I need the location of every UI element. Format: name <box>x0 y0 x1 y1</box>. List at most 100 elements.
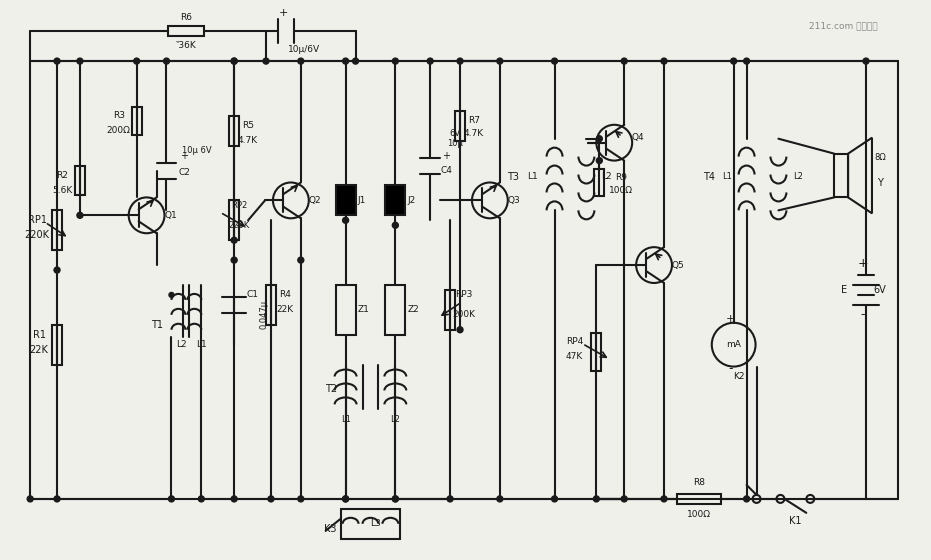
Bar <box>336 285 356 335</box>
Text: K3: K3 <box>324 524 337 534</box>
Text: Q3: Q3 <box>507 196 520 205</box>
Text: C2: C2 <box>179 168 190 177</box>
Circle shape <box>497 496 503 502</box>
Circle shape <box>392 58 398 64</box>
Text: R1: R1 <box>33 330 46 340</box>
Circle shape <box>457 58 463 64</box>
Circle shape <box>744 496 749 502</box>
Text: 100Ω: 100Ω <box>609 186 633 195</box>
Text: R7: R7 <box>468 116 480 125</box>
Circle shape <box>551 496 558 502</box>
Bar <box>591 333 601 371</box>
Text: R4: R4 <box>279 291 290 300</box>
Text: J2: J2 <box>407 196 415 205</box>
Bar <box>385 185 405 216</box>
Text: 8Ω: 8Ω <box>874 153 885 162</box>
Text: L2: L2 <box>176 340 187 349</box>
Circle shape <box>597 157 602 164</box>
Text: R3: R3 <box>113 111 125 120</box>
Circle shape <box>343 217 348 223</box>
Circle shape <box>54 58 60 64</box>
Text: +: + <box>726 314 735 324</box>
Circle shape <box>661 58 667 64</box>
Bar <box>229 116 239 146</box>
Text: 6V: 6V <box>450 129 461 138</box>
Bar <box>677 494 721 504</box>
Text: C1: C1 <box>246 291 258 300</box>
Circle shape <box>231 58 237 64</box>
Text: +: + <box>279 8 289 18</box>
Circle shape <box>231 58 237 64</box>
Text: T2: T2 <box>325 385 337 394</box>
Text: ‶36K: ‶36K <box>176 41 196 50</box>
Text: L1: L1 <box>341 415 351 424</box>
Circle shape <box>392 222 398 228</box>
Text: R5: R5 <box>242 122 254 130</box>
Circle shape <box>593 496 600 502</box>
Text: Z1: Z1 <box>358 305 370 314</box>
Circle shape <box>169 292 174 297</box>
Text: R8: R8 <box>693 478 705 488</box>
Circle shape <box>744 58 749 64</box>
Circle shape <box>343 58 348 64</box>
Bar <box>455 111 465 141</box>
Bar <box>229 200 239 240</box>
Circle shape <box>77 58 83 64</box>
Text: K2: K2 <box>733 372 745 381</box>
Text: Q5: Q5 <box>671 260 684 269</box>
Text: 47K: 47K <box>566 352 583 361</box>
Circle shape <box>497 58 503 64</box>
Circle shape <box>298 257 304 263</box>
Bar <box>169 26 204 36</box>
Text: 211c.com 中国电视: 211c.com 中国电视 <box>809 22 877 31</box>
Text: T1: T1 <box>151 320 163 330</box>
Circle shape <box>263 58 269 64</box>
Circle shape <box>231 496 237 502</box>
Circle shape <box>353 58 358 64</box>
Text: 6V: 6V <box>873 285 886 295</box>
Circle shape <box>198 496 204 502</box>
Text: -: - <box>861 309 865 321</box>
Text: L1: L1 <box>722 172 732 181</box>
Circle shape <box>27 496 34 502</box>
Text: 220K: 220K <box>228 221 250 230</box>
Bar <box>385 285 405 335</box>
Text: L2: L2 <box>793 172 803 181</box>
Text: 200Ω: 200Ω <box>107 126 130 136</box>
Text: C4: C4 <box>440 166 452 175</box>
Circle shape <box>134 58 140 64</box>
Text: 0.047μ: 0.047μ <box>260 300 268 329</box>
Text: mA: mA <box>726 340 741 349</box>
Circle shape <box>164 58 169 64</box>
Circle shape <box>621 496 627 502</box>
Text: T3: T3 <box>506 171 519 181</box>
Text: 22K: 22K <box>30 344 48 354</box>
Text: 4.7K: 4.7K <box>464 129 484 138</box>
Text: RP1: RP1 <box>28 215 47 225</box>
Circle shape <box>863 58 869 64</box>
Bar <box>834 153 848 198</box>
Text: 22K: 22K <box>277 305 293 314</box>
Circle shape <box>731 58 736 64</box>
Circle shape <box>457 327 463 333</box>
Text: E: E <box>841 285 847 295</box>
Circle shape <box>447 496 453 502</box>
Text: RP3: RP3 <box>455 291 473 300</box>
Text: 10μ/6V: 10μ/6V <box>288 45 320 54</box>
Text: RP4: RP4 <box>566 337 583 346</box>
Text: R6: R6 <box>181 13 193 22</box>
Text: +: + <box>857 256 869 269</box>
Text: J1: J1 <box>358 196 366 205</box>
Circle shape <box>54 496 60 502</box>
Text: T4: T4 <box>703 171 715 181</box>
Bar <box>336 185 356 216</box>
Circle shape <box>77 212 83 218</box>
Text: RP2: RP2 <box>231 201 248 210</box>
Text: +: + <box>181 151 188 161</box>
Circle shape <box>392 496 398 502</box>
Circle shape <box>597 136 602 142</box>
Bar <box>52 325 62 365</box>
Text: K1: K1 <box>789 516 802 526</box>
Text: 10μ 6V: 10μ 6V <box>182 146 211 155</box>
Circle shape <box>343 496 348 502</box>
